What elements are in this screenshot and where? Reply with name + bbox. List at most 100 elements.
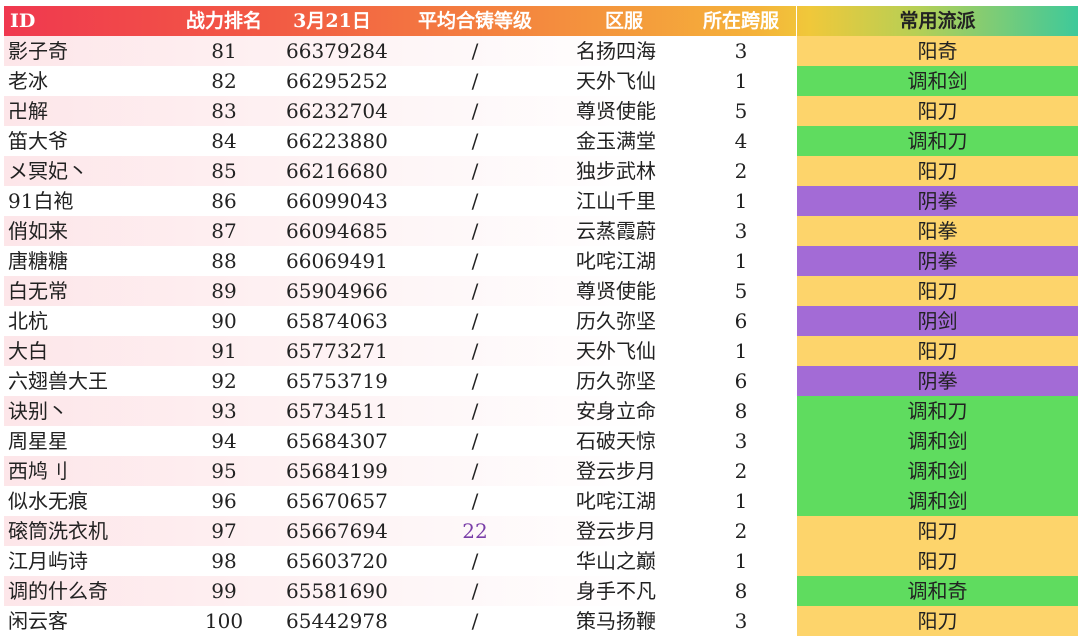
table-row: 白无常 89 65904966 / 尊贤使能 5 阳刀 bbox=[4, 276, 1078, 306]
cell-id: 似水无痕 bbox=[8, 489, 88, 513]
table-row: 唐糖糖 88 66069491 / 叱咤江湖 1 阴拳 bbox=[4, 246, 1078, 276]
cell-rank: 97 bbox=[211, 519, 237, 543]
cell-style: 阳刀 bbox=[796, 336, 1078, 366]
cell-avg-level: / bbox=[471, 189, 479, 213]
cell-power: 65773271 bbox=[286, 339, 388, 363]
cell-style: 阴拳 bbox=[796, 366, 1078, 396]
cell-power: 65667694 bbox=[286, 519, 388, 543]
cell-style: 调和奇 bbox=[796, 576, 1078, 606]
cell-avg-level: / bbox=[471, 249, 479, 273]
cell-power: 66223880 bbox=[286, 129, 388, 153]
cell-power: 65734511 bbox=[286, 399, 388, 423]
cell-cross-server: 8 bbox=[734, 579, 748, 603]
cell-rank: 83 bbox=[211, 99, 237, 123]
cell-power: 65442978 bbox=[286, 609, 388, 633]
cell-server: 登云步月 bbox=[576, 459, 656, 483]
cell-rank: 98 bbox=[211, 549, 237, 573]
table-row: 俏如来 87 66094685 / 云蒸霞蔚 3 阳拳 bbox=[4, 216, 1078, 246]
header-id: ID bbox=[10, 10, 36, 32]
cell-power: 66232704 bbox=[286, 99, 388, 123]
cell-style: 阴拳 bbox=[796, 186, 1078, 216]
cell-server: 安身立命 bbox=[576, 399, 656, 423]
cell-server: 尊贤使能 bbox=[576, 99, 656, 123]
cell-avg-level: / bbox=[471, 39, 479, 63]
cell-avg-level: / bbox=[471, 609, 479, 633]
cell-style: 阴拳 bbox=[796, 246, 1078, 276]
cell-id: 卍解 bbox=[8, 99, 48, 123]
cell-style: 阳刀 bbox=[796, 516, 1078, 546]
cell-id: 91白袍 bbox=[8, 189, 74, 213]
cell-server: 身手不凡 bbox=[576, 579, 656, 603]
cell-rank: 82 bbox=[211, 69, 237, 93]
table-row: 影子奇 81 66379284 / 名扬四海 3 阳奇 bbox=[4, 36, 1078, 66]
cell-cross-server: 1 bbox=[734, 69, 748, 93]
table-row: 91白袍 86 66099043 / 江山千里 1 阴拳 bbox=[4, 186, 1078, 216]
cell-id: 笛大爷 bbox=[8, 129, 68, 153]
cell-id: メ冥妃丶 bbox=[8, 159, 88, 183]
cell-style: 调和刀 bbox=[796, 396, 1078, 426]
cell-avg-level: / bbox=[471, 489, 479, 513]
table-row: 笛大爷 84 66223880 / 金玉满堂 4 调和刀 bbox=[4, 126, 1078, 156]
cell-style: 调和剑 bbox=[796, 456, 1078, 486]
cell-style: 调和剑 bbox=[796, 66, 1078, 96]
cell-server: 叱咤江湖 bbox=[576, 489, 656, 513]
cell-style: 阳奇 bbox=[796, 36, 1078, 66]
cell-style: 阳刀 bbox=[796, 96, 1078, 126]
cell-server: 策马扬鞭 bbox=[576, 609, 656, 633]
cell-cross-server: 8 bbox=[734, 399, 748, 423]
cell-style: 阳拳 bbox=[796, 216, 1078, 246]
cell-id: 老冰 bbox=[8, 69, 48, 93]
cell-power: 65581690 bbox=[286, 579, 388, 603]
table-header-row: ID 战力排名 3月21日 平均合铸等级 区服 所在跨服 常用流派 bbox=[4, 6, 1078, 36]
cell-id: 六翅兽大王 bbox=[8, 369, 108, 393]
table-row: 诀别丶 93 65734511 / 安身立命 8 调和刀 bbox=[4, 396, 1078, 426]
cell-server: 尊贤使能 bbox=[576, 279, 656, 303]
table-row: 江月屿诗 98 65603720 / 华山之巅 1 阳刀 bbox=[4, 546, 1078, 576]
cell-rank: 96 bbox=[211, 489, 237, 513]
cell-avg-level: / bbox=[471, 339, 479, 363]
cell-cross-server: 5 bbox=[734, 279, 748, 303]
cell-cross-server: 1 bbox=[734, 249, 748, 273]
cell-power: 66216680 bbox=[286, 159, 388, 183]
header-rank: 战力排名 bbox=[185, 10, 262, 32]
cell-id: 磙筒洗衣机 bbox=[8, 519, 108, 543]
cell-server: 天外飞仙 bbox=[576, 339, 656, 363]
cell-rank: 100 bbox=[204, 609, 244, 633]
table-row: 卍解 83 66232704 / 尊贤使能 5 阳刀 bbox=[4, 96, 1078, 126]
cell-style: 阳刀 bbox=[796, 546, 1078, 576]
cell-avg-level: / bbox=[471, 159, 479, 183]
cell-cross-server: 3 bbox=[734, 429, 748, 453]
cell-rank: 94 bbox=[211, 429, 237, 453]
cell-cross-server: 4 bbox=[734, 129, 748, 153]
table-body: 影子奇 81 66379284/名扬四海 3 阳奇 老冰 82 66295252/天外飞仙 1 调… bbox=[4, 36, 1078, 636]
cell-rank: 91 bbox=[211, 339, 237, 363]
cell-server: 天外飞仙 bbox=[576, 69, 656, 93]
table-row: 老冰 82 66295252 / 天外飞仙 1 调和剑 bbox=[4, 66, 1078, 96]
cell-power: 65753719 bbox=[286, 369, 388, 393]
cell-cross-server: 1 bbox=[734, 489, 748, 513]
cell-id: 调的什么奇 bbox=[8, 579, 108, 603]
cell-avg-level: / bbox=[471, 579, 479, 603]
cell-cross-server: 1 bbox=[734, 189, 748, 213]
table-row: メ冥妃丶 85 66216680 / 独步武林 2 阳刀 bbox=[4, 156, 1078, 186]
cell-server: 江山千里 bbox=[576, 189, 656, 213]
cell-rank: 85 bbox=[211, 159, 237, 183]
cell-avg-level: / bbox=[471, 369, 479, 393]
cell-power: 66094685 bbox=[286, 219, 388, 243]
cell-power: 65874063 bbox=[286, 309, 388, 333]
table-row: 调的什么奇 99 65581690 / 身手不凡 8 调和奇 bbox=[4, 576, 1078, 606]
cell-server: 华山之巅 bbox=[576, 549, 656, 573]
cell-power: 65684307 bbox=[286, 429, 388, 453]
cell-style: 阳刀 bbox=[796, 156, 1078, 186]
cell-id: 俏如来 bbox=[8, 219, 68, 243]
cell-server: 云蒸霞蔚 bbox=[576, 219, 656, 243]
cell-server: 名扬四海 bbox=[576, 39, 656, 63]
cell-style: 调和刀 bbox=[796, 126, 1078, 156]
cell-avg-level: / bbox=[471, 99, 479, 123]
cell-id: 周星星 bbox=[8, 429, 68, 453]
cell-rank: 92 bbox=[211, 369, 237, 393]
cell-avg-level: / bbox=[471, 279, 479, 303]
header-cross-server: 所在跨服 bbox=[702, 10, 779, 32]
cell-avg-level: / bbox=[471, 399, 479, 423]
cell-cross-server: 2 bbox=[734, 519, 748, 543]
